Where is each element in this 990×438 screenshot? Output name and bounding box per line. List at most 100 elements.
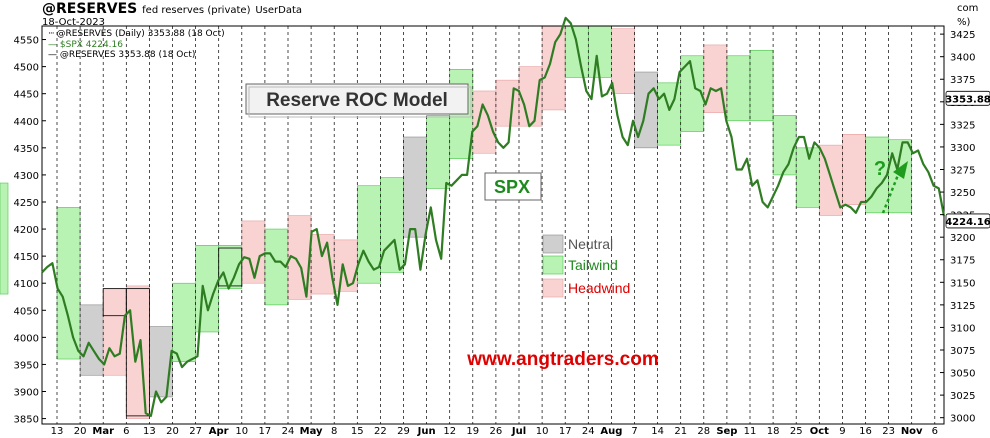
axis-ticks: 3850 3900 3950 4000 4050 4100 4150 4200 4250 4300… — [14, 30, 990, 437]
x-tick-label: 6 — [123, 426, 129, 437]
spx-label-box: SPX — [484, 172, 542, 201]
regime-boxes — [0, 25, 912, 419]
plot-border — [41, 25, 945, 425]
header-right-top: com — [957, 3, 979, 14]
x-tick-label: 12 — [443, 426, 456, 437]
right-tick-label: 3300 — [950, 143, 975, 154]
x-tick-label: 10 — [536, 426, 549, 437]
header-right-pct: %) — [957, 17, 971, 28]
regime-box-tailwind — [564, 25, 589, 78]
regime-box-neutral — [79, 304, 104, 376]
right-tick-label: 3400 — [950, 53, 975, 64]
legend-label-tailwind: Tailwind — [568, 257, 618, 273]
x-tick-label: 24 — [582, 426, 595, 437]
x-tick-label: 17 — [259, 426, 272, 437]
projection-arrow-head — [893, 161, 908, 179]
x-tick-label: 23 — [882, 426, 895, 437]
legend-label-neutral: Neutral — [568, 236, 613, 252]
spx-label: SPX — [494, 177, 530, 197]
legend-spx-text: $SPX 4224.16 — [59, 40, 123, 50]
x-tick-label: 22 — [374, 426, 387, 437]
regime-box-neutral — [149, 326, 173, 398]
legend-reserves2: — @RESERVES 3353.88 (18 Oct) — [48, 50, 195, 60]
x-tick-label: 25 — [790, 426, 803, 437]
symbol-title: @RESERVES fed reserves (private) UserDat… — [42, 1, 302, 17]
right-tick-label: 3325 — [950, 120, 975, 131]
x-tick-label: 24 — [282, 426, 295, 437]
regime-box-tailwind — [657, 82, 681, 146]
legend-reserves-text: @RESERVES (Daily) 3353.88 (18 Oct) — [56, 29, 225, 39]
value-box — [945, 90, 990, 106]
right-tick-label: 3000 — [950, 414, 975, 425]
regime-box-tailwind — [172, 282, 196, 363]
value-box — [945, 213, 990, 229]
x-tick-label: Apr — [209, 426, 229, 437]
spx-line — [41, 16, 946, 417]
value-box-label: 4224.16 — [945, 217, 990, 228]
symbol-description: fed reserves (private) — [142, 5, 251, 16]
legend-reserves2-text: @RESERVES 3353.88 (18 Oct) — [59, 50, 196, 60]
regime-box-edge — [0, 182, 9, 295]
chart-date: 18-Oct-2023 — [42, 17, 105, 28]
dotted-swatch: ··· — [48, 29, 55, 39]
legend-swatch-headwind — [542, 278, 564, 298]
left-tick-label: 3950 — [14, 360, 39, 371]
legend-spx: — $SPX 4224.16 — [48, 40, 123, 50]
left-tick-label: 4100 — [14, 279, 39, 290]
spx-series — [41, 16, 946, 417]
model-title: Reserve ROC Model — [266, 90, 448, 111]
legend-reserves: ··· @RESERVES (Daily) 3353.88 (18 Oct) — [48, 29, 225, 39]
right-tick-label: 3425 — [950, 30, 975, 41]
regime-box-tailwind — [56, 207, 81, 360]
x-tick-label: 26 — [490, 426, 503, 437]
x-tick-label: 9 — [839, 426, 845, 437]
last-value-spx: 4224.16 — [945, 213, 990, 229]
x-tick-label: Mar — [92, 426, 114, 437]
left-tick-label: 4050 — [14, 306, 39, 317]
regime-legend: Neutral Tailwind Headwind — [542, 234, 630, 298]
x-tick-label: 6 — [932, 426, 938, 437]
annotations: Reserve ROC Model SPX Neutral Tailwind Headw… — [245, 83, 908, 370]
right-tick-label: 3100 — [950, 323, 975, 334]
x-tick-label: Aug — [600, 426, 622, 437]
left-tick-label: 4000 — [14, 333, 39, 344]
symbol-source: UserData — [255, 5, 303, 16]
x-tick-label: 13 — [143, 426, 156, 437]
x-tick-label: 14 — [651, 426, 664, 437]
x-tick-label: 28 — [697, 426, 710, 437]
model-title-box: Reserve ROC Model — [245, 83, 472, 118]
right-tick-label: 3250 — [950, 188, 975, 199]
regime-box-tailwind — [587, 25, 612, 78]
regime-box-headwind — [472, 90, 497, 154]
regime-box-headwind — [541, 25, 566, 111]
regime-box-tailwind — [772, 115, 797, 176]
x-tick-label: 17 — [559, 426, 572, 437]
x-tick-label: 11 — [744, 426, 757, 437]
regime-box-headwind — [495, 79, 520, 127]
x-tick-label: 20 — [74, 426, 87, 437]
right-tick-label: 3275 — [950, 165, 975, 176]
left-tick-label: 4350 — [14, 144, 39, 155]
regime-box-tailwind — [380, 177, 404, 273]
x-tick-label: 18 — [767, 426, 780, 437]
regime-box-headwind — [842, 133, 866, 205]
spx-label-bg — [484, 172, 542, 201]
x-tick-label: 13 — [51, 426, 64, 437]
regime-box-neutral — [403, 136, 427, 238]
left-tick-label: 4300 — [14, 171, 39, 182]
left-tick-label: 3850 — [14, 415, 39, 426]
x-tick-label: Oct — [810, 426, 829, 437]
left-tick-label: 4150 — [14, 252, 39, 263]
right-tick-label: 3050 — [950, 369, 975, 380]
x-tick-label: 16 — [859, 426, 872, 437]
left-tick-label: 4200 — [14, 225, 39, 236]
legend-label-headwind: Headwind — [568, 280, 630, 296]
symbol: @RESERVES — [42, 1, 138, 17]
model-title-bg — [245, 83, 469, 115]
right-tick-label: 3375 — [950, 75, 975, 86]
x-tick-label: 20 — [166, 426, 179, 437]
left-tick-label: 4400 — [14, 117, 39, 128]
x-tick-label: Sep — [716, 426, 737, 437]
x-tick-label: May — [300, 426, 323, 437]
website-label: www.angtraders.com — [466, 349, 658, 370]
